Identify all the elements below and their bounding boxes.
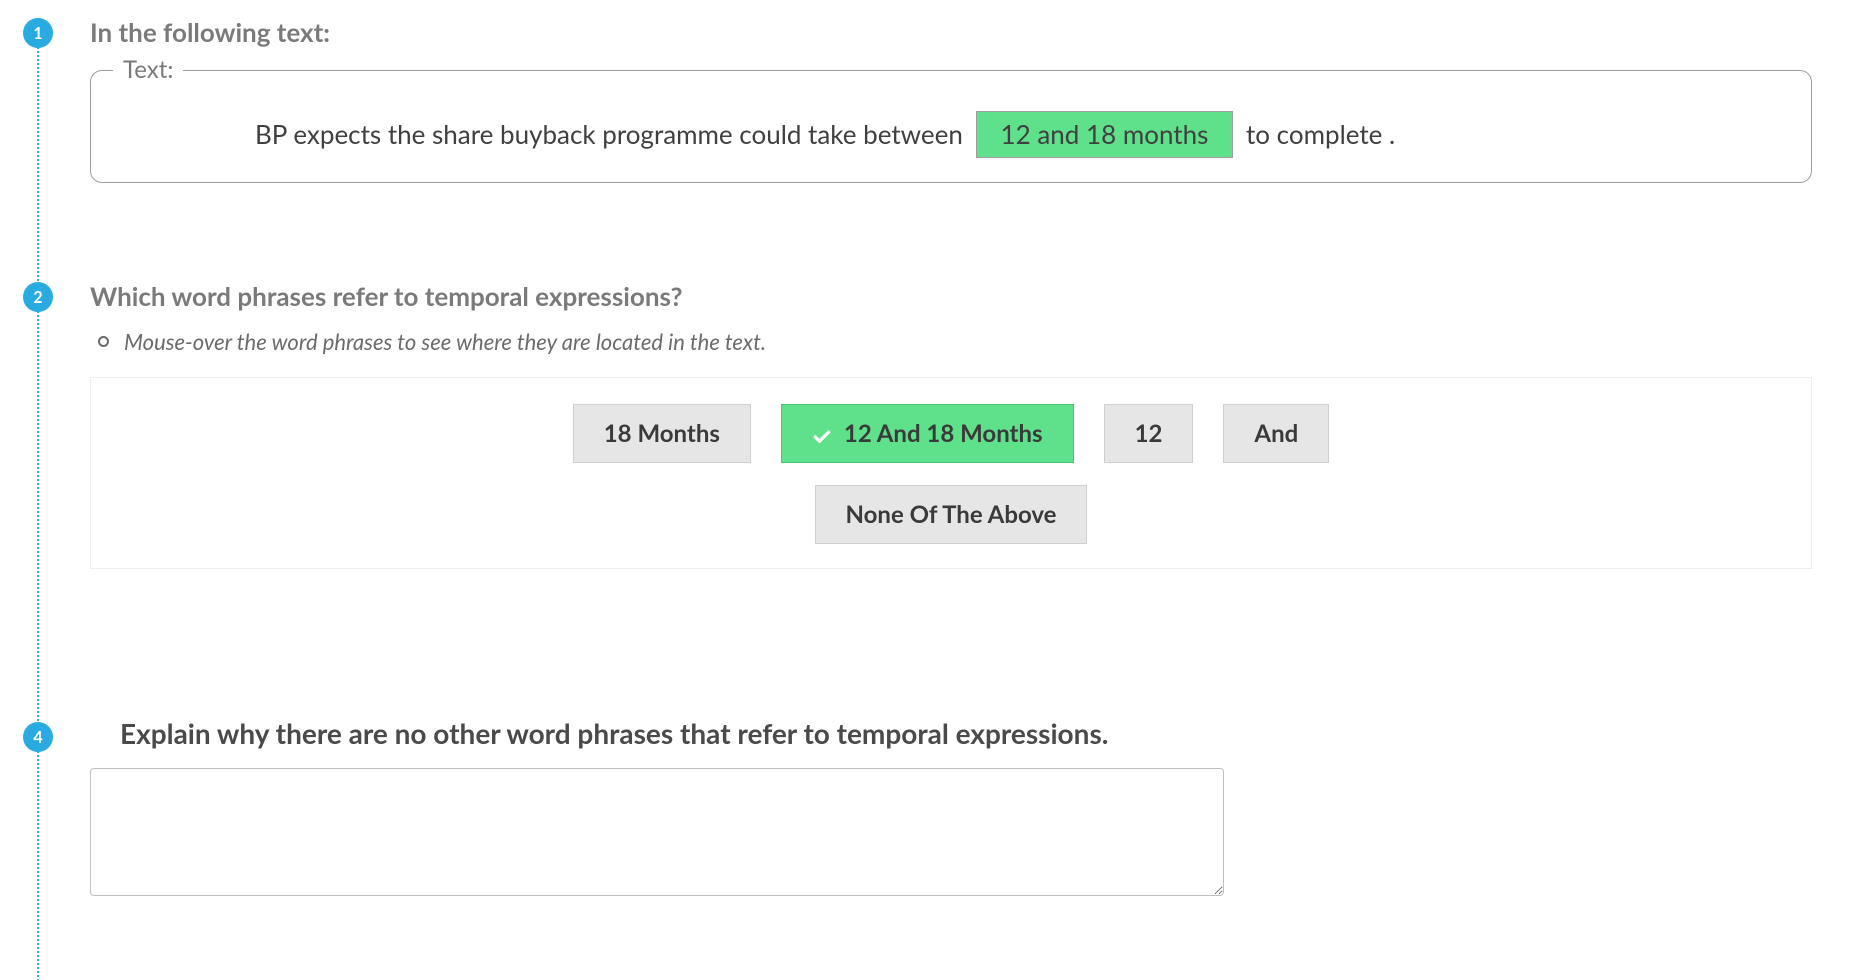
step-1-content: In the following text: Text: BP expects … (90, 16, 1812, 183)
step-1-heading: In the following text: (90, 16, 1812, 48)
step-2-content: Which word phrases refer to temporal exp… (90, 280, 1812, 569)
step-badge-2: 2 (23, 282, 53, 312)
hint-bullet-icon (98, 336, 109, 347)
options-panel: 18 Months 12 And 18 Months 12 And None (90, 377, 1812, 569)
option-12-and-18-months[interactable]: 12 And 18 Months (781, 404, 1074, 463)
step-number-1: 1 (33, 24, 42, 43)
step-number-4: 4 (33, 728, 42, 747)
text-fieldset: Text: BP expects the share buyback progr… (90, 70, 1812, 183)
step-4-heading: Explain why there are no other word phra… (120, 716, 1812, 750)
option-label: 12 (1135, 419, 1163, 448)
hint-text: Mouse-over the word phrases to see where… (124, 328, 766, 355)
text-legend: Text: (113, 55, 183, 84)
text-after: to complete . (1246, 118, 1395, 150)
step-2-heading: Which word phrases refer to temporal exp… (90, 280, 1812, 312)
step-connector-line (37, 20, 39, 980)
option-12[interactable]: 12 (1104, 404, 1194, 463)
option-none-of-the-above[interactable]: None Of The Above (815, 485, 1088, 544)
step-number-2: 2 (33, 288, 42, 307)
options-row-2: None Of The Above (101, 485, 1801, 544)
step-4-content: Explain why there are no other word phra… (120, 716, 1812, 750)
step-badge-4: 4 (23, 722, 53, 752)
options-row-1: 18 Months 12 And 18 Months 12 And (101, 404, 1801, 463)
option-label: 18 Months (604, 419, 720, 448)
option-label: 12 And 18 Months (844, 419, 1043, 448)
option-18-months[interactable]: 18 Months (573, 404, 751, 463)
check-icon (812, 424, 832, 444)
explain-container (90, 768, 1224, 900)
option-and[interactable]: And (1223, 404, 1329, 463)
step-badge-1: 1 (23, 18, 53, 48)
option-label: And (1254, 419, 1298, 448)
explain-textarea[interactable] (90, 768, 1224, 896)
option-label: None Of The Above (846, 500, 1057, 529)
hint-row: Mouse-over the word phrases to see where… (90, 328, 1812, 355)
text-sentence: BP expects the share buyback programme c… (115, 111, 1787, 158)
text-highlight[interactable]: 12 and 18 months (976, 111, 1234, 158)
text-before: BP expects the share buyback programme c… (255, 118, 963, 150)
